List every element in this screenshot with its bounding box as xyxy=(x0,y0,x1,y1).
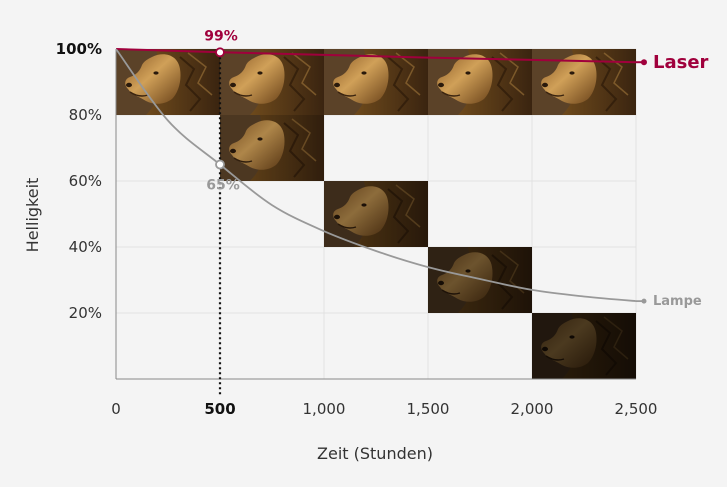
x-axis-title: Zeit (Stunden) xyxy=(317,444,433,463)
lion-image-tile xyxy=(324,181,428,247)
y-tick-label: 20% xyxy=(69,304,102,322)
lion-image-tile xyxy=(220,49,324,115)
lion-image-tile xyxy=(428,247,532,313)
x-tick-label: 500 xyxy=(204,400,235,418)
lion-image-tiles xyxy=(116,49,636,379)
y-tick-label: 100% xyxy=(56,40,102,58)
series-lines: Laser Lampe 99% 65% xyxy=(115,28,709,309)
lampe-point-500 xyxy=(215,159,225,170)
x-tick-label: 1,000 xyxy=(303,400,346,418)
laser-point-500 xyxy=(215,47,225,58)
laser-series-line xyxy=(115,48,637,64)
lampe-value-label: 65% xyxy=(206,178,240,194)
y-tick-label: 40% xyxy=(69,238,102,256)
lampe-series-label: Lampe xyxy=(653,294,702,309)
x-tick-label: 1,500 xyxy=(407,400,450,418)
laser-value-label: 99% xyxy=(204,28,238,44)
lampe-series-line xyxy=(115,48,637,302)
lion-image-tile xyxy=(116,49,220,115)
lion-image-tile xyxy=(220,115,324,181)
y-axis-title: Helligkeit xyxy=(23,178,42,253)
x-tick-label: 2,500 xyxy=(615,400,658,418)
lion-image-tile xyxy=(324,49,428,115)
laser-series-label: Laser xyxy=(653,52,709,73)
y-tick-label: 80% xyxy=(69,106,102,124)
x-tick-label: 0 xyxy=(111,400,121,418)
y-tick-label: 60% xyxy=(69,172,102,190)
lion-image-tile xyxy=(532,313,636,379)
x-tick-label: 2,000 xyxy=(511,400,554,418)
lion-image-tile xyxy=(532,49,636,115)
tick-labels: 0 500 1,000 1,500 2,000 2,500 20% 40% 60% 80% 100% xyxy=(56,40,658,418)
axes xyxy=(115,49,636,397)
